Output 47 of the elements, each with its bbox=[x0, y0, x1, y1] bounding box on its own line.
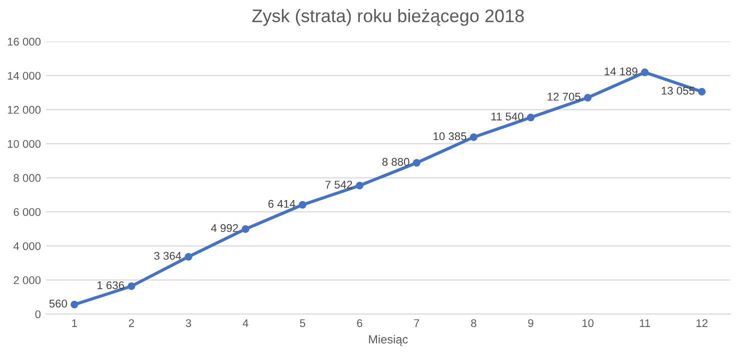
y-tick-label: 14 000 bbox=[8, 72, 41, 80]
data-label: 10 385 bbox=[434, 132, 466, 140]
x-tick-label: 5 bbox=[300, 319, 306, 328]
x-tick-label: 9 bbox=[528, 319, 534, 328]
y-tick-label: 2 000 bbox=[14, 276, 41, 284]
x-tick-label: 6 bbox=[357, 319, 362, 328]
data-label: 7 542 bbox=[325, 180, 352, 189]
data-label: 14 189 bbox=[604, 67, 638, 76]
y-tick-label: 4 000 bbox=[13, 242, 41, 250]
point bbox=[298, 200, 306, 209]
point bbox=[470, 133, 478, 141]
data-label: 13 055 bbox=[662, 86, 694, 95]
point bbox=[412, 158, 420, 167]
data-label: 560 bbox=[49, 300, 68, 308]
y-tick-label: 12 000 bbox=[8, 106, 41, 114]
y-tick-label: 8 000 bbox=[14, 174, 41, 182]
chart-title: Zysk (strata) roku bieżącego 2018 bbox=[252, 8, 524, 26]
x-axis-title: Miesiąc bbox=[369, 334, 408, 346]
point bbox=[641, 68, 649, 76]
x-tick-label: 10 bbox=[582, 319, 594, 328]
y-tick-label: 6 000 bbox=[14, 208, 41, 216]
x-tick-label: 2 bbox=[128, 319, 134, 327]
point bbox=[70, 300, 78, 308]
x-tick-label: 1 bbox=[72, 319, 77, 327]
data-label: 6 414 bbox=[268, 200, 296, 208]
point bbox=[526, 114, 535, 122]
point bbox=[242, 225, 250, 233]
x-tick-label: 3 bbox=[186, 319, 192, 328]
data-label: 3 364 bbox=[154, 252, 182, 260]
x-tick-label: 12 bbox=[696, 319, 708, 327]
data-label: 1 636 bbox=[98, 281, 124, 290]
y-tick-label: 0 bbox=[35, 310, 41, 318]
point bbox=[184, 252, 192, 261]
x-tick-label: 4 bbox=[242, 319, 248, 327]
data-label: 8 880 bbox=[382, 158, 410, 166]
y-tick-label: 16 000 bbox=[8, 38, 41, 46]
x-tick-label: 7 bbox=[414, 319, 420, 327]
x-tick-label: 8 bbox=[471, 319, 476, 328]
y-tick-label: 10 000 bbox=[8, 140, 41, 148]
data-label: 12 705 bbox=[548, 92, 580, 101]
data-label: 11 540 bbox=[491, 112, 524, 120]
point bbox=[356, 182, 364, 190]
point bbox=[128, 282, 136, 290]
data-label: 4 992 bbox=[211, 224, 238, 232]
point bbox=[584, 94, 592, 102]
x-tick-label: 11 bbox=[640, 319, 650, 327]
point bbox=[698, 88, 706, 96]
